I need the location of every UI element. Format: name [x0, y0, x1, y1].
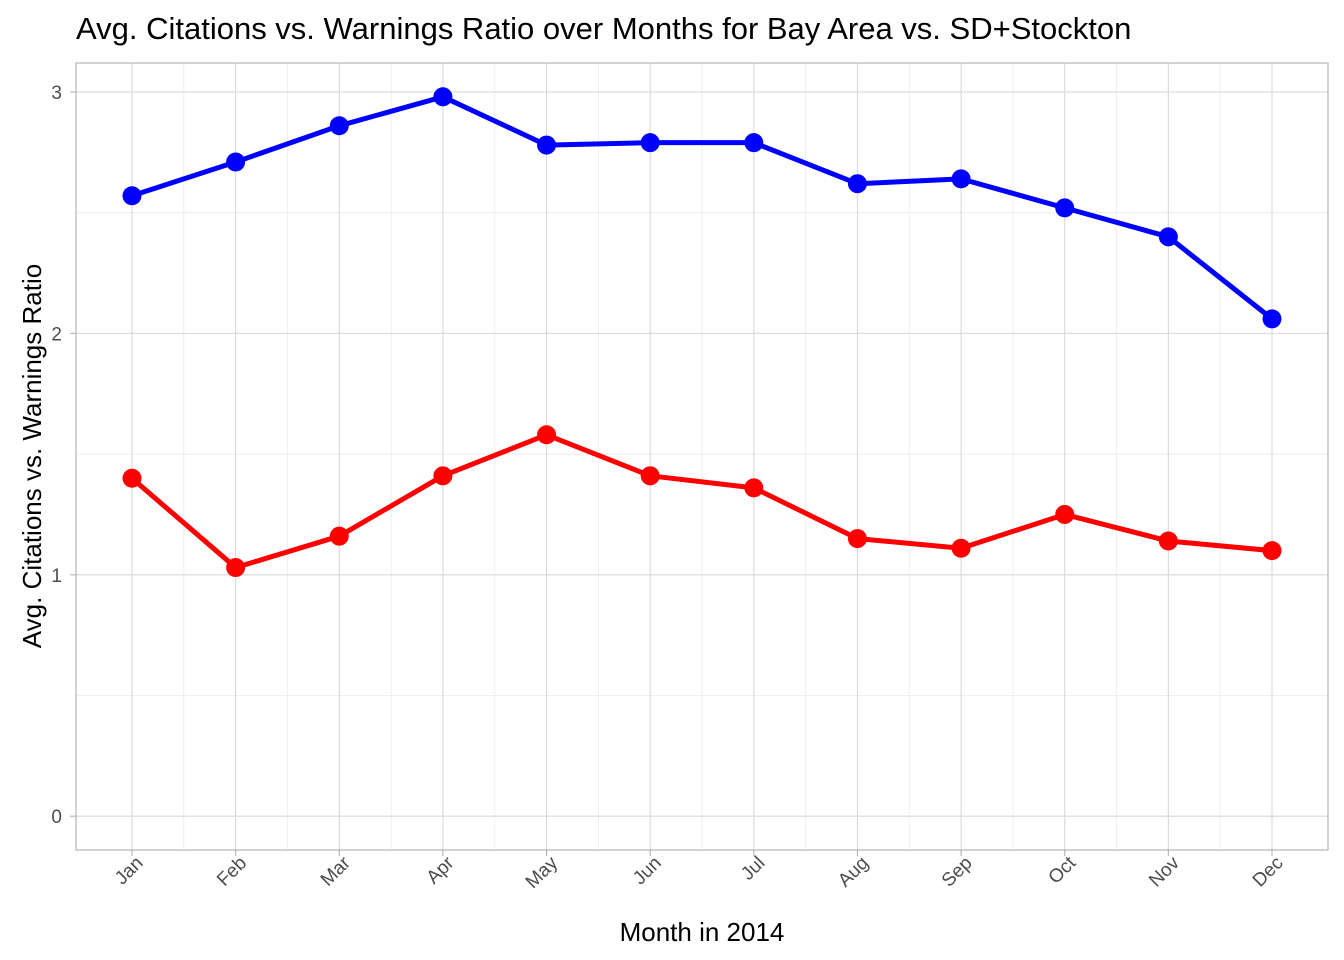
axis-ticks — [70, 91, 1273, 856]
y-axis-title: Avg. Citations vs. Warnings Ratio — [17, 264, 47, 648]
series-2-point — [537, 425, 557, 445]
plot-panel — [75, 62, 1329, 851]
series-1-point — [537, 135, 557, 155]
x-tick-label: Aug — [834, 853, 873, 892]
series-1-point — [433, 87, 453, 107]
series-1-point — [847, 174, 867, 194]
series-2-line — [129, 432, 1275, 571]
y-tick-label: 0 — [51, 807, 62, 828]
series-2-point — [847, 529, 867, 549]
series-2-point — [1055, 504, 1075, 524]
x-tick-label: Dec — [1249, 853, 1288, 892]
series-1-point — [1158, 227, 1178, 247]
series-1-point — [951, 169, 971, 189]
y-tick-label: 3 — [51, 83, 62, 104]
x-tick-label: Nov — [1145, 852, 1184, 891]
series-1-point — [122, 186, 142, 206]
series-1-point — [1262, 309, 1282, 329]
x-tick-label: Oct — [1045, 852, 1081, 888]
x-axis-title: Month in 2014 — [620, 917, 785, 947]
grid — [76, 63, 1328, 850]
series-2-point — [744, 478, 764, 498]
chart-title: Avg. Citations vs. Warnings Ratio over M… — [76, 11, 1131, 46]
x-tick-label: Jan — [111, 853, 148, 890]
y-tick-label: 1 — [51, 566, 62, 587]
x-tick-label: Jul — [737, 853, 769, 885]
y-axis-tick-labels: 0 1 2 3 — [51, 83, 62, 828]
series-1-point — [1055, 198, 1075, 218]
series-2-point — [1158, 531, 1178, 551]
series-2-point — [433, 466, 453, 486]
series-1-line — [129, 94, 1275, 322]
x-axis-tick-labels: Jan Feb Mar Apr May Jun Jul Aug Sep Oct Nov Dec — [111, 852, 1288, 893]
x-tick-label: Apr — [423, 852, 459, 888]
series-1-point — [640, 133, 660, 153]
y-tick-label: 2 — [51, 324, 62, 345]
series-1-point — [329, 116, 349, 136]
x-tick-label: May — [522, 852, 563, 893]
x-tick-label: Mar — [317, 852, 355, 890]
series-2-point — [640, 466, 660, 486]
series-2-point — [951, 538, 971, 558]
series-1-point — [226, 152, 246, 172]
series-2-point — [329, 526, 349, 546]
series-2-point — [1262, 541, 1282, 561]
x-tick-label: Sep — [938, 853, 977, 892]
series-2-point — [226, 558, 246, 578]
series-2-point — [122, 468, 142, 488]
x-tick-label: Feb — [213, 853, 251, 891]
x-tick-label: Jun — [629, 853, 666, 890]
series-1-point — [744, 133, 764, 153]
data-series — [122, 87, 1282, 578]
